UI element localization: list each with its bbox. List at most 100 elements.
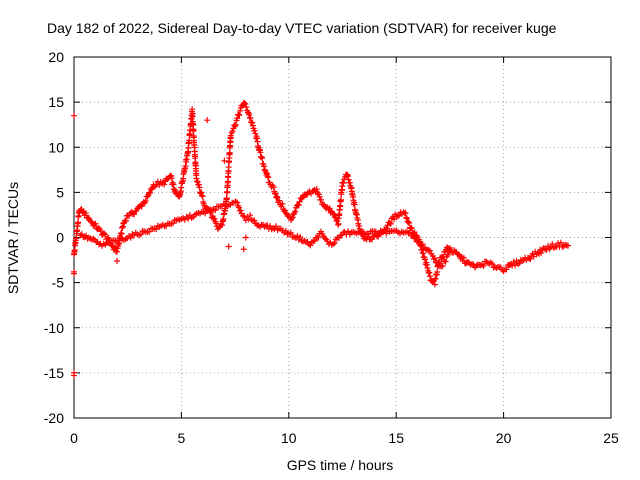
data-point	[247, 114, 254, 121]
data-point	[147, 190, 154, 197]
data-point	[251, 217, 258, 224]
data-point	[426, 247, 433, 254]
x-tick-label: 25	[603, 430, 619, 446]
data-point	[193, 175, 200, 182]
data-point	[242, 234, 249, 241]
data-point	[198, 189, 205, 196]
data-point	[82, 210, 89, 217]
data-point	[75, 219, 82, 226]
data-point	[153, 226, 160, 233]
data-point	[273, 193, 280, 200]
data-point	[246, 111, 253, 118]
data-point	[215, 224, 222, 231]
data-point	[122, 217, 129, 224]
data-point	[460, 254, 467, 261]
data-point	[351, 201, 358, 208]
data-point	[295, 202, 302, 209]
data-point	[345, 228, 352, 235]
data-point	[419, 241, 426, 248]
data-point	[402, 209, 409, 216]
data-point	[512, 262, 519, 269]
data-point	[313, 186, 320, 193]
data-point	[422, 256, 429, 263]
data-point	[221, 157, 228, 164]
chart-title: Day 182 of 2022, Sidereal Day-to-day VTE…	[47, 20, 557, 36]
data-point	[435, 259, 442, 266]
data-point	[503, 266, 510, 273]
data-point	[408, 224, 415, 231]
data-point	[403, 215, 410, 222]
data-point	[430, 255, 437, 262]
data-point	[538, 249, 545, 256]
data-point	[272, 223, 279, 230]
data-point	[204, 117, 211, 124]
data-point	[232, 123, 239, 130]
data-point	[270, 184, 277, 191]
data-point	[446, 248, 453, 255]
y-axis-label: SDTVAR / TECUs	[5, 182, 21, 294]
data-point	[391, 216, 398, 223]
data-point	[168, 175, 175, 182]
data-point	[264, 173, 271, 180]
data-point	[549, 241, 556, 248]
data-point	[420, 250, 427, 257]
y-tick-label: -15	[44, 365, 64, 381]
data-point	[335, 220, 342, 227]
data-point	[194, 178, 201, 185]
data-point	[229, 128, 236, 135]
data-point	[146, 228, 153, 235]
data-point	[316, 193, 323, 200]
data-point	[288, 215, 295, 222]
data-point	[329, 210, 336, 217]
data-point	[276, 197, 283, 204]
x-tick-label: 15	[388, 430, 404, 446]
data-point	[236, 111, 243, 118]
x-axis-label: GPS time / hours	[287, 457, 394, 473]
data-point	[444, 252, 451, 259]
data-point	[259, 155, 266, 162]
data-point	[247, 212, 254, 219]
data-point	[71, 112, 77, 119]
data-point	[258, 153, 265, 160]
data-point	[318, 196, 325, 203]
data-point	[387, 220, 394, 227]
data-point	[223, 195, 230, 202]
data-point	[423, 261, 430, 268]
axis-ticks: 0 5 10 15 20 25 -20 -15 -10 -5 0 5 10 15 20	[44, 49, 619, 446]
data-point	[426, 269, 433, 276]
data-point	[161, 181, 168, 188]
data-point	[210, 215, 217, 222]
data-point	[227, 132, 234, 139]
data-point	[345, 176, 352, 183]
y-tick-label: -10	[44, 320, 64, 336]
data-point	[241, 100, 248, 107]
data-point	[426, 273, 433, 280]
y-tick-label: -5	[52, 275, 65, 291]
y-tick-label: 10	[48, 139, 64, 155]
data-point	[199, 193, 206, 200]
data-point	[292, 208, 299, 215]
data-point	[431, 281, 438, 288]
data-point	[211, 216, 218, 223]
data-point	[71, 268, 77, 275]
data-point	[138, 203, 145, 210]
y-tick-label: 15	[48, 94, 64, 110]
data-point	[107, 241, 114, 248]
data-point	[411, 229, 418, 236]
x-tick-label: 5	[178, 430, 186, 446]
data-point	[232, 121, 239, 128]
data-point	[71, 372, 77, 379]
data-point	[557, 239, 564, 246]
data-point	[249, 119, 256, 126]
y-tick-label: -20	[44, 410, 64, 426]
data-point	[334, 218, 341, 225]
data-point	[237, 107, 244, 114]
y-tick-label: 20	[48, 49, 64, 65]
data-point	[331, 240, 338, 247]
data-point	[296, 198, 303, 205]
data-points	[71, 99, 572, 379]
data-point	[282, 227, 289, 234]
data-point	[137, 231, 144, 238]
data-point	[527, 255, 534, 262]
